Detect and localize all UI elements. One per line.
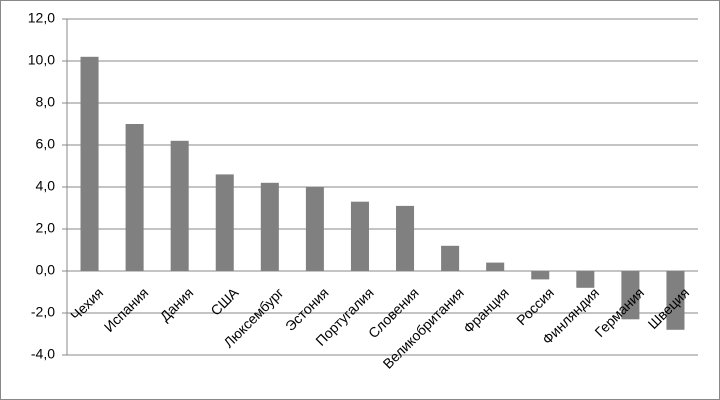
bar	[531, 271, 550, 280]
y-tick-label: 6,0	[36, 136, 56, 152]
bar	[80, 56, 99, 271]
bar	[576, 271, 595, 288]
bar	[350, 201, 369, 271]
bar	[260, 182, 279, 271]
y-tick-label: 0,0	[36, 262, 56, 278]
y-tick-label: 12,0	[28, 10, 55, 26]
y-tick-label: -4,0	[31, 346, 55, 362]
bar	[441, 245, 460, 271]
bar	[305, 187, 324, 271]
y-tick-label: 4,0	[36, 178, 56, 194]
bar	[621, 271, 640, 320]
bar	[125, 124, 144, 271]
y-tick-label: 2,0	[36, 220, 56, 236]
bar	[215, 174, 234, 271]
bar	[666, 271, 685, 330]
y-tick-label: 8,0	[36, 94, 56, 110]
y-tick-label: 10,0	[28, 52, 55, 68]
y-tick-label: -2,0	[31, 304, 55, 320]
bar	[170, 140, 189, 271]
bar	[396, 205, 415, 271]
bar	[486, 262, 505, 271]
